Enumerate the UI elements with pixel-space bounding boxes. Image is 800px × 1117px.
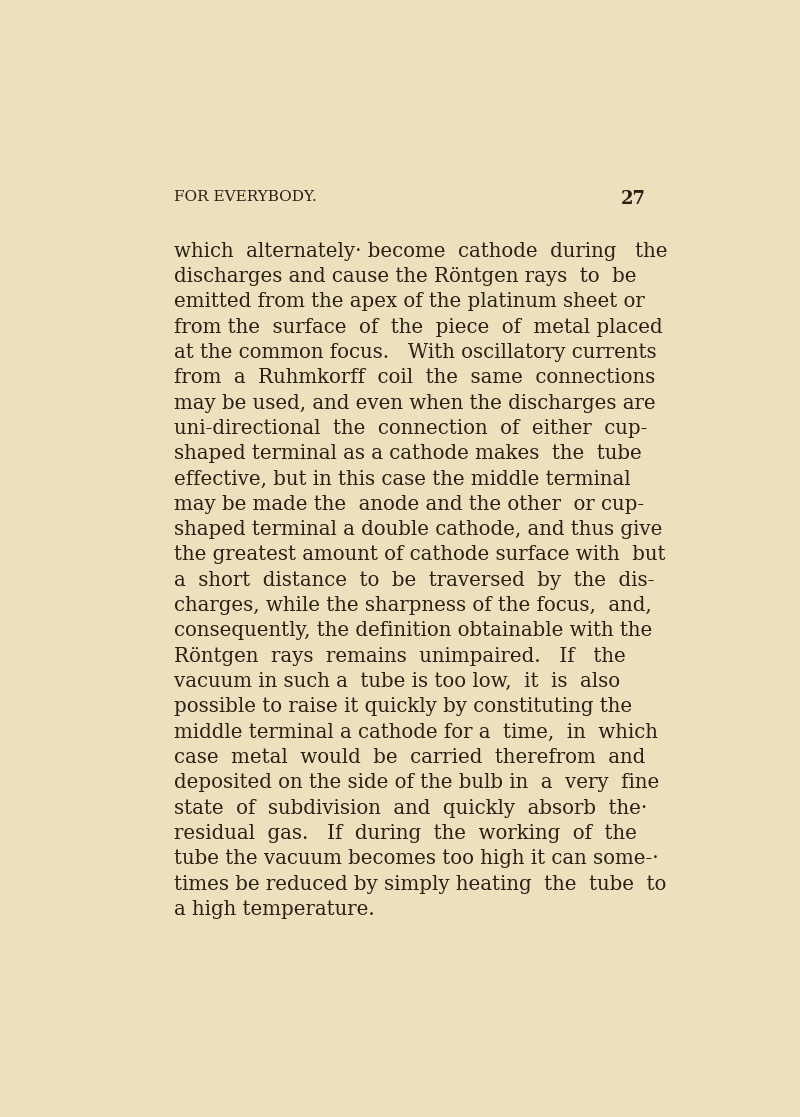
Text: FOR EVERYBODY.: FOR EVERYBODY. xyxy=(174,190,317,204)
Text: tube the vacuum becomes too high it can some-·: tube the vacuum becomes too high it can … xyxy=(174,849,659,868)
Text: shaped terminal a double cathode, and thus give: shaped terminal a double cathode, and th… xyxy=(174,521,662,540)
Text: a  short  distance  to  be  traversed  by  the  dis-: a short distance to be traversed by the … xyxy=(174,571,654,590)
Text: may be used, and even when the discharges are: may be used, and even when the discharge… xyxy=(174,393,656,412)
Text: a high temperature.: a high temperature. xyxy=(174,900,375,919)
Text: deposited on the side of the bulb in  a  very  fine: deposited on the side of the bulb in a v… xyxy=(174,773,660,792)
Text: uni-directional  the  connection  of  either  cup-: uni-directional the connection of either… xyxy=(174,419,648,438)
Text: from  a  Ruhmkorff  coil  the  same  connections: from a Ruhmkorff coil the same connectio… xyxy=(174,369,656,388)
Text: possible to raise it quickly by constituting the: possible to raise it quickly by constitu… xyxy=(174,697,633,716)
Text: effective, but in this case the middle terminal: effective, but in this case the middle t… xyxy=(174,469,631,488)
Text: charges, while the sharpness of the focus,  and,: charges, while the sharpness of the focu… xyxy=(174,596,652,615)
Text: case  metal  would  be  carried  therefrom  and: case metal would be carried therefrom an… xyxy=(174,748,646,767)
Text: may be made the  anode and the other  or cup-: may be made the anode and the other or c… xyxy=(174,495,645,514)
Text: at the common focus.   With oscillatory currents: at the common focus. With oscillatory cu… xyxy=(174,343,657,362)
Text: which  alternately· become  cathode  during   the: which alternately· become cathode during… xyxy=(174,241,668,260)
Text: times be reduced by simply heating  the  tube  to: times be reduced by simply heating the t… xyxy=(174,875,666,894)
Text: Röntgen  rays  remains  unimpaired.   If   the: Röntgen rays remains unimpaired. If the xyxy=(174,647,626,666)
Text: emitted from the apex of the platinum sheet or: emitted from the apex of the platinum sh… xyxy=(174,293,645,312)
Text: discharges and cause the Röntgen rays  to  be: discharges and cause the Röntgen rays to… xyxy=(174,267,637,286)
Text: state  of  subdivision  and  quickly  absorb  the·: state of subdivision and quickly absorb … xyxy=(174,799,648,818)
Text: the greatest amount of cathode surface with  but: the greatest amount of cathode surface w… xyxy=(174,545,666,564)
Text: consequently, the definition obtainable with the: consequently, the definition obtainable … xyxy=(174,621,653,640)
Text: from the  surface  of  the  piece  of  metal placed: from the surface of the piece of metal p… xyxy=(174,317,663,336)
Text: 27: 27 xyxy=(621,190,646,208)
Text: vacuum in such a  tube is too low,  it  is  also: vacuum in such a tube is too low, it is … xyxy=(174,672,621,691)
Text: middle terminal a cathode for a  time,  in  which: middle terminal a cathode for a time, in… xyxy=(174,723,658,742)
Text: shaped terminal as a cathode makes  the  tube: shaped terminal as a cathode makes the t… xyxy=(174,445,642,464)
Text: residual  gas.   If  during  the  working  of  the: residual gas. If during the working of t… xyxy=(174,824,638,843)
